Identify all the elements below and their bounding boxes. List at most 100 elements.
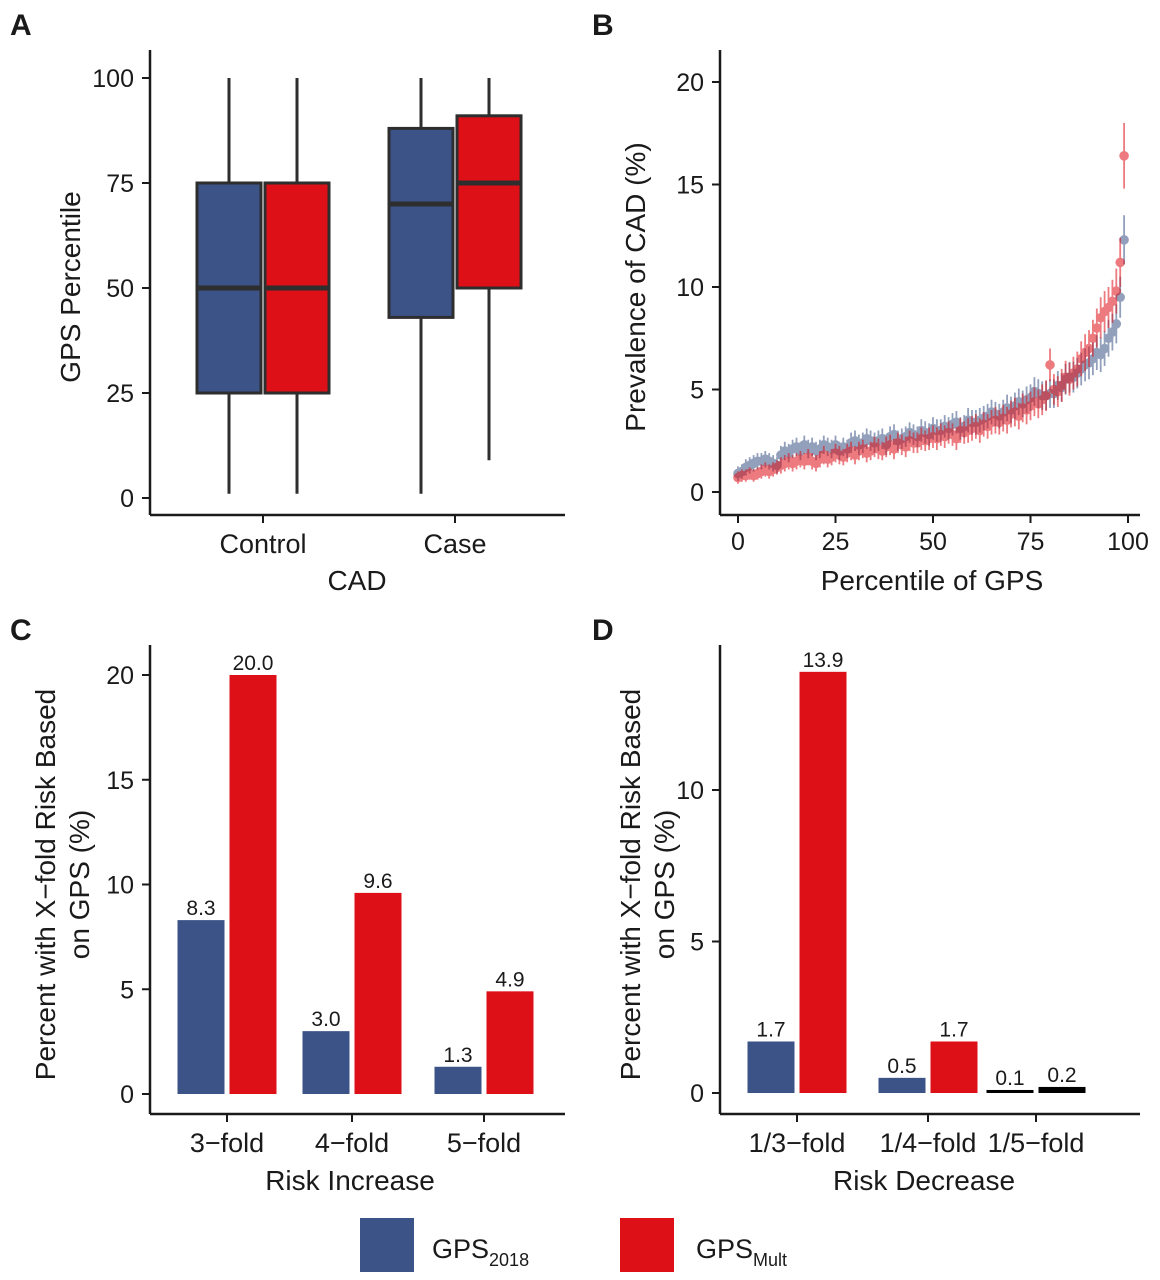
panel-c-y-axis-title-line: Percent with X−fold Risk Based — [30, 689, 61, 1080]
panel-b-y-tick-label: 5 — [690, 377, 704, 405]
panel-b-letter: B — [592, 9, 614, 42]
panel-b-x-tick-label: 75 — [1017, 528, 1045, 556]
panel-c-x-tick-label: 5−fold — [447, 1128, 521, 1158]
panel-c-data-label: 3.0 — [311, 1008, 340, 1031]
panel-b-point — [1056, 380, 1067, 391]
panel-a-y-tick-label: 75 — [106, 170, 134, 198]
panel-d-data-label: 0.2 — [1047, 1064, 1076, 1087]
panel-b-x-tick-label: 50 — [919, 528, 947, 556]
panel-c-data-label: 4.9 — [495, 968, 524, 991]
panel-b-y-tick-label: 15 — [676, 172, 704, 200]
panel-c-data-label: 20.0 — [233, 652, 274, 675]
panel-c-x-tick-label: 3−fold — [190, 1128, 264, 1158]
panel-b-x-tick-label: 100 — [1107, 528, 1149, 556]
panel-d-data-label: 0.1 — [995, 1067, 1024, 1090]
panel-b-point — [1014, 411, 1024, 421]
panel-d-bar — [930, 1041, 978, 1093]
panel-c-y-tick-label: 0 — [120, 1081, 134, 1109]
panel-d: D 0 5 10 1/3−fold 1/4−fold 1/5−fold Risk Decre… — [592, 614, 1140, 1196]
panel-a-y-axis-title: GPS Percentile — [55, 191, 86, 382]
panel-d-data-label: 1.7 — [756, 1018, 785, 1041]
panel-a-y-tick-label: 50 — [106, 275, 134, 303]
panel-d-bar — [878, 1077, 926, 1093]
panel-a-x-axis-title: CAD — [327, 565, 386, 596]
panel-d-bar — [747, 1041, 795, 1093]
panel-c-y-tick-label: 20 — [106, 662, 134, 690]
panel-d-bar — [799, 671, 847, 1093]
legend-label-gps2018: GPS2018 — [432, 1234, 529, 1270]
panel-b-point — [1092, 323, 1102, 333]
panel-d-y-axis-title: Percent with X−fold Risk Based on GPS (%) — [615, 689, 680, 1080]
panel-b-point — [1099, 343, 1110, 354]
panel-c-bar — [434, 1066, 482, 1094]
panel-b-y-axis-title: Prevalence of CAD (%) — [620, 142, 651, 431]
panel-c-bar — [354, 892, 402, 1094]
panel-b-point — [1107, 296, 1118, 307]
panel-c-data-label: 1.3 — [443, 1044, 472, 1067]
panel-d-bar — [1038, 1086, 1086, 1093]
panel-d-data-label: 13.9 — [803, 649, 844, 672]
panel-d-y-tick-label: 0 — [690, 1080, 704, 1108]
panel-b-x-axis-title: Percentile of GPS — [821, 565, 1044, 596]
panel-c-y-axis-title: Percent with X−fold Risk Based on GPS (%) — [30, 689, 95, 1080]
panel-b-point — [1045, 360, 1055, 370]
panel-b: B 0 5 10 15 20 0 25 50 75 100 Percentile of GPS Pre… — [592, 9, 1149, 596]
panel-b-point — [1115, 257, 1125, 268]
panel-b-point — [1119, 235, 1129, 245]
legend-label-gpsmult: GPSMult — [696, 1234, 787, 1270]
legend-sub-gps2018: 2018 — [489, 1250, 529, 1270]
panel-b-point — [1088, 333, 1098, 344]
panel-a-letter: A — [10, 9, 32, 42]
panel-b-y-tick-label: 10 — [676, 274, 704, 302]
panel-a-box-GPSMult-Case — [455, 78, 523, 461]
panel-c-data-label: 9.6 — [363, 870, 392, 893]
panel-a-box-body — [455, 114, 523, 290]
panel-d-data-label: 1.7 — [939, 1018, 968, 1041]
panel-a-box-GPS2018-Control — [195, 78, 263, 494]
legend: GPS2018 GPSMult — [360, 1218, 787, 1272]
panel-a: A 0 25 50 75 100 Control Case CAD GPS Percentile — [10, 9, 565, 596]
legend-swatch-gpsmult — [620, 1218, 674, 1272]
panel-c-x-axis-title: Risk Increase — [265, 1165, 435, 1196]
panel-c-y-tick-label: 5 — [120, 976, 134, 1004]
panel-d-y-axis-title-line: on GPS (%) — [649, 810, 680, 959]
panel-d-x-tick-label: 1/3−fold — [749, 1128, 846, 1158]
panel-c: C 0 5 10 15 20 3−fold 4−fold 5−fold Risk Increas… — [10, 614, 565, 1196]
panel-d-x-tick-label: 1/4−fold — [880, 1128, 977, 1158]
panel-b-point — [1119, 151, 1129, 161]
panel-a-y-tick-label: 100 — [92, 65, 134, 93]
panel-b-point — [1041, 390, 1051, 401]
panel-d-y-tick-label: 10 — [676, 777, 704, 805]
panel-d-letter: D — [592, 614, 614, 647]
panel-b-y-tick-label: 0 — [690, 479, 704, 507]
panel-d-data-label: 0.5 — [887, 1055, 916, 1078]
panel-a-box-GPS2018-Case — [387, 78, 455, 494]
panel-d-bar — [986, 1089, 1034, 1093]
panel-c-bar — [486, 991, 534, 1094]
legend-swatch-gps2018 — [360, 1218, 414, 1272]
panel-b-y-tick-label: 20 — [676, 69, 704, 97]
panel-b-point — [1072, 364, 1083, 374]
panel-d-x-axis-title: Risk Decrease — [833, 1165, 1015, 1196]
panel-c-y-axis-title-line: on GPS (%) — [64, 810, 95, 959]
panel-a-y-tick-label: 25 — [106, 380, 134, 408]
panel-b-x-tick-label: 25 — [822, 528, 850, 556]
panel-b-point — [1111, 319, 1122, 329]
panel-a-box-GPSMult-Control — [263, 78, 331, 494]
panel-a-box-body — [387, 126, 455, 319]
panel-d-x-tick-label: 1/5−fold — [988, 1128, 1085, 1158]
panel-b-point — [1084, 343, 1094, 354]
panel-d-y-axis-title-line: Percent with X−fold Risk Based — [615, 689, 646, 1080]
panel-b-point — [951, 433, 962, 444]
panel-a-x-tick-label: Control — [219, 529, 306, 559]
panel-b-point — [1111, 286, 1122, 296]
panel-c-y-tick-label: 15 — [106, 767, 134, 795]
panel-c-bar — [177, 920, 225, 1094]
panel-c-bar — [229, 675, 277, 1094]
panel-b-x-tick-label: 0 — [731, 528, 745, 556]
panel-c-y-tick-label: 10 — [106, 872, 134, 900]
panel-b-series-GPSMult — [733, 123, 1129, 484]
panel-c-x-tick-label: 4−fold — [315, 1128, 389, 1158]
legend-sub-gpsmult: Mult — [753, 1250, 787, 1270]
